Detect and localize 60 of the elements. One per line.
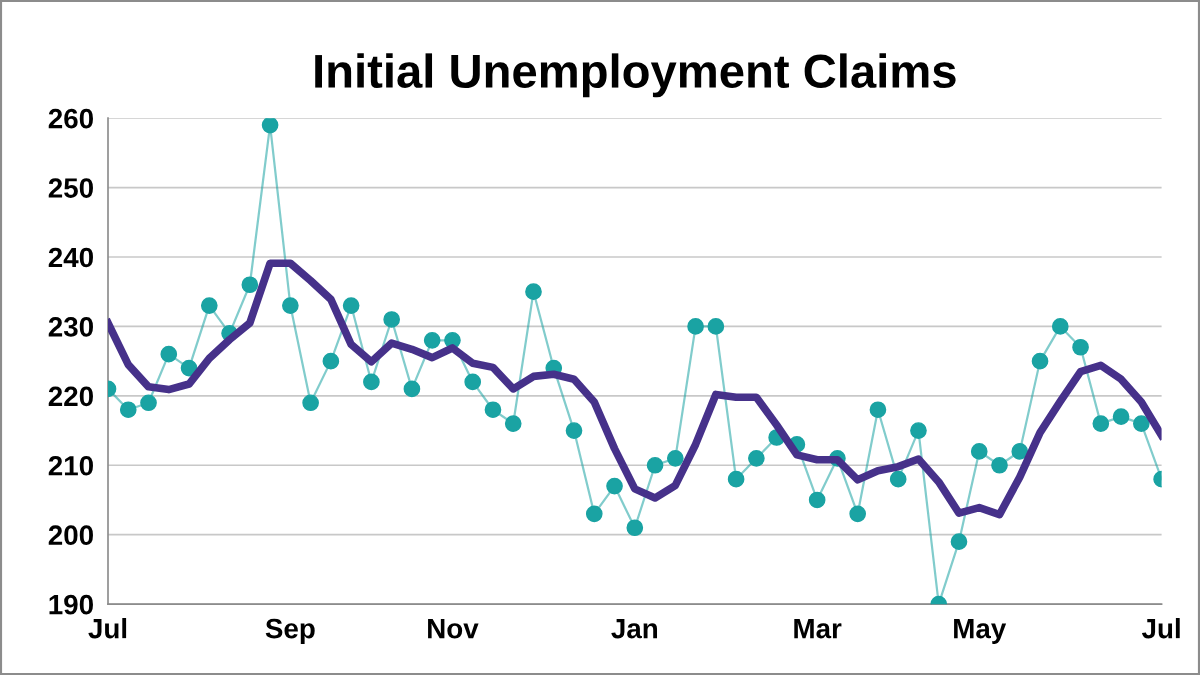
point: [950, 533, 968, 550]
y-tick-label: 240: [48, 247, 93, 268]
point: [991, 456, 1008, 474]
point: [484, 401, 502, 419]
y-tick-label: 190: [49, 594, 93, 615]
point: [282, 297, 299, 314]
point: [748, 449, 765, 467]
point: [119, 401, 137, 419]
y-tick-label: 210: [48, 455, 93, 476]
point: [200, 297, 218, 314]
x-tick-label: May: [954, 619, 1007, 644]
point: [140, 394, 157, 412]
point: [1133, 415, 1150, 432]
x-tick-label: Mar: [794, 619, 842, 639]
y-tick-label: 230: [48, 317, 93, 337]
point: [403, 380, 421, 398]
point: [889, 470, 907, 488]
point: [322, 352, 340, 370]
y-tick-label: 250: [48, 178, 93, 198]
y-tick-label: 200: [48, 525, 93, 546]
point: [565, 422, 583, 439]
point: [970, 443, 988, 460]
point: [910, 422, 927, 439]
point: [707, 318, 725, 335]
point: [626, 519, 644, 537]
point: [241, 276, 259, 294]
x-tick-label: Jul: [88, 618, 127, 639]
chart-title: Initial Unemployment Claims: [315, 53, 956, 98]
point: [302, 394, 319, 412]
point: [1092, 415, 1110, 432]
point: [342, 297, 360, 314]
y-tick-label: 220: [48, 386, 93, 407]
point: [585, 505, 603, 523]
point: [423, 331, 441, 349]
point: [525, 283, 542, 301]
point: [849, 505, 867, 523]
x-tick-label: Jan: [611, 619, 658, 639]
point: [1031, 352, 1049, 370]
point: [464, 373, 482, 391]
point: [504, 415, 522, 432]
point: [606, 477, 623, 495]
x-tick-label: Jul: [1141, 618, 1180, 639]
point: [261, 118, 279, 134]
point: [1051, 318, 1069, 335]
x-tick-label: Nov: [428, 619, 479, 639]
point: [869, 401, 887, 419]
point: [160, 345, 178, 363]
x-tick-label: Sep: [265, 618, 315, 644]
y-tick-label: 260: [48, 108, 93, 129]
point: [1011, 443, 1029, 460]
point: [1072, 338, 1089, 356]
point: [1112, 408, 1130, 426]
point: [180, 359, 198, 377]
point: [363, 373, 380, 391]
point: [687, 318, 704, 335]
point: [808, 491, 826, 509]
point: [646, 456, 664, 474]
point: [727, 470, 745, 488]
point: [666, 449, 684, 467]
point: [383, 311, 400, 328]
